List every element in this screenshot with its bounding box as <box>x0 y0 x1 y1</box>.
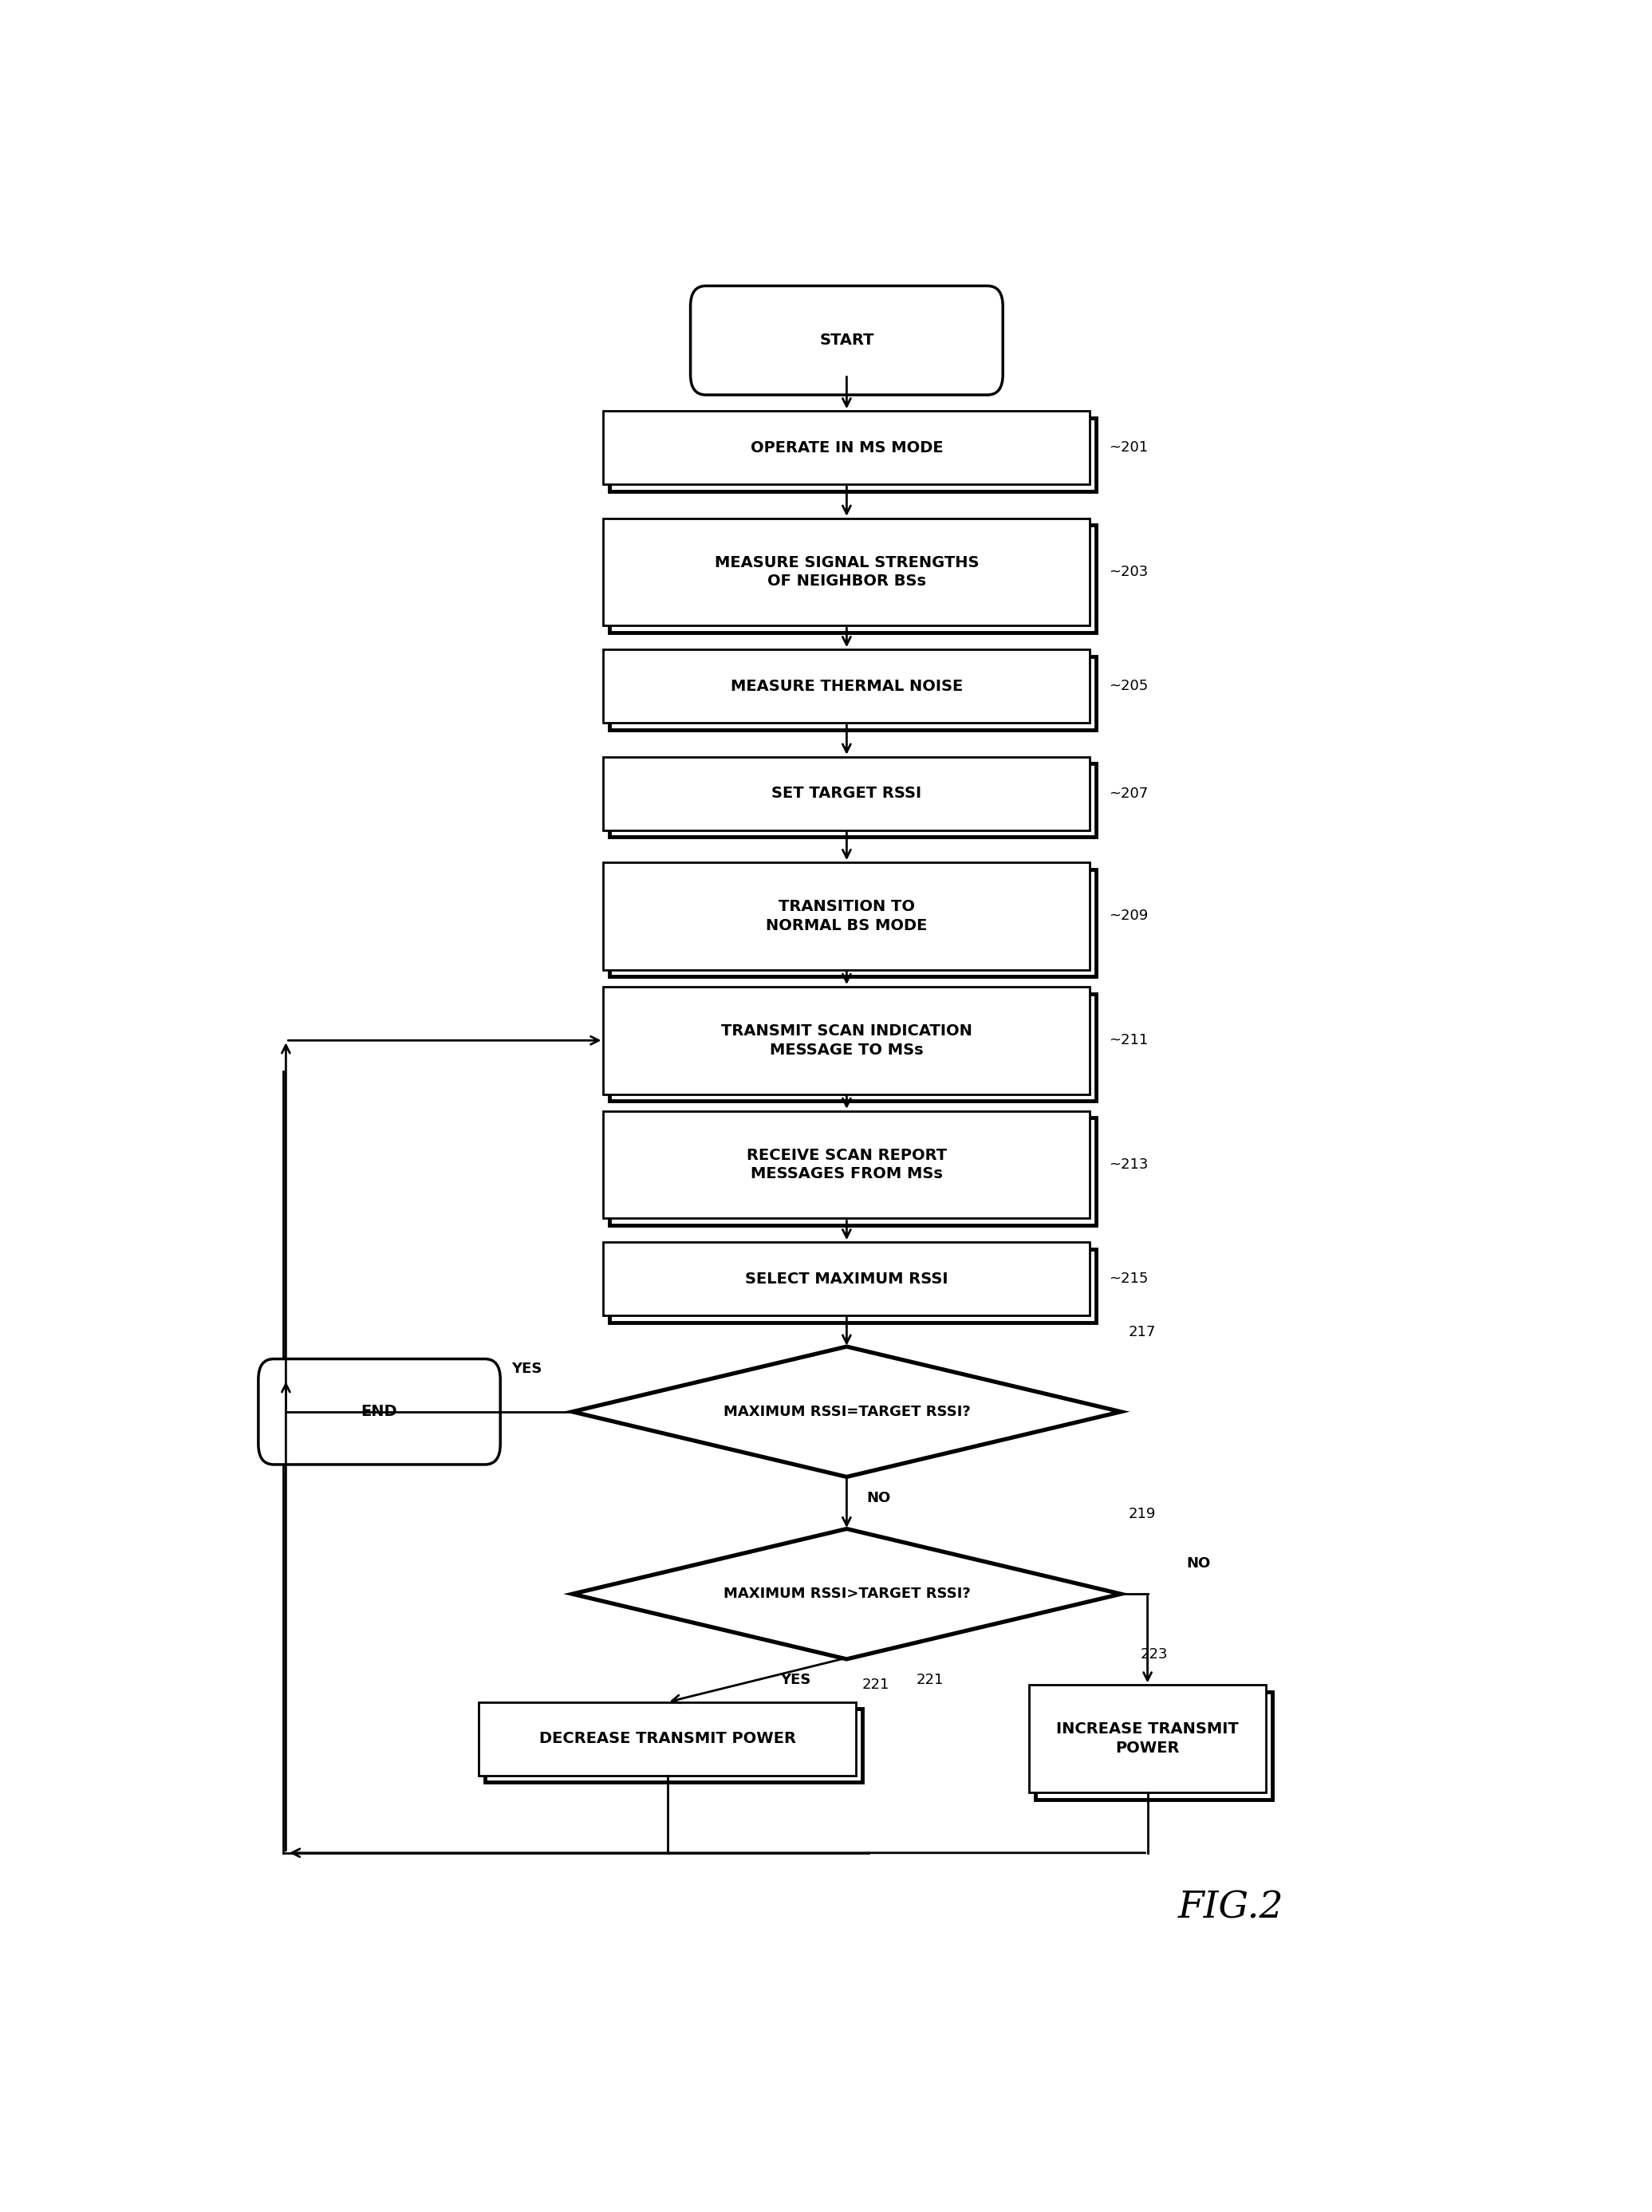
Text: ~203: ~203 <box>1108 564 1148 580</box>
Text: SELECT MAXIMUM RSSI: SELECT MAXIMUM RSSI <box>745 1272 948 1287</box>
Text: SET TARGET RSSI: SET TARGET RSSI <box>771 785 922 801</box>
Bar <box>603 411 1090 484</box>
Bar <box>610 993 1097 1102</box>
Bar <box>603 1243 1090 1316</box>
Bar <box>486 1710 862 1783</box>
Text: 223: 223 <box>1140 1648 1168 1661</box>
Bar <box>1036 1692 1272 1798</box>
Text: NO: NO <box>867 1491 890 1504</box>
Bar <box>610 657 1097 730</box>
Text: YES: YES <box>510 1363 542 1376</box>
Text: START: START <box>819 332 874 347</box>
Text: MAXIMUM RSSI>TARGET RSSI?: MAXIMUM RSSI>TARGET RSSI? <box>724 1586 970 1601</box>
Text: 221: 221 <box>917 1672 943 1688</box>
Text: MEASURE SIGNAL STRENGTHS
OF NEIGHBOR BSs: MEASURE SIGNAL STRENGTHS OF NEIGHBOR BSs <box>714 555 980 588</box>
Text: NO: NO <box>1186 1555 1211 1571</box>
Text: ~201: ~201 <box>1108 440 1148 456</box>
Bar <box>610 418 1097 491</box>
Bar <box>610 869 1097 975</box>
Text: MEASURE THERMAL NOISE: MEASURE THERMAL NOISE <box>730 679 963 695</box>
Text: MAXIMUM RSSI=TARGET RSSI?: MAXIMUM RSSI=TARGET RSSI? <box>724 1405 970 1418</box>
Text: 217: 217 <box>1128 1325 1156 1338</box>
Text: ~207: ~207 <box>1108 785 1148 801</box>
Bar <box>610 1117 1097 1225</box>
Text: ~211: ~211 <box>1108 1033 1148 1048</box>
Bar <box>610 1250 1097 1323</box>
Polygon shape <box>578 1347 1115 1475</box>
Text: 219: 219 <box>1128 1506 1156 1522</box>
Text: ~213: ~213 <box>1108 1157 1148 1172</box>
FancyBboxPatch shape <box>691 285 1003 396</box>
Bar <box>603 863 1090 969</box>
Text: RECEIVE SCAN REPORT
MESSAGES FROM MSs: RECEIVE SCAN REPORT MESSAGES FROM MSs <box>747 1148 947 1181</box>
Text: INCREASE TRANSMIT
POWER: INCREASE TRANSMIT POWER <box>1056 1721 1239 1756</box>
Text: END: END <box>362 1405 398 1420</box>
Bar <box>1029 1686 1265 1792</box>
Bar <box>603 987 1090 1095</box>
Text: YES: YES <box>780 1672 811 1688</box>
Bar <box>610 763 1097 836</box>
Bar <box>603 650 1090 723</box>
Polygon shape <box>578 1347 1115 1475</box>
Bar <box>479 1701 856 1776</box>
Bar <box>603 518 1090 626</box>
Polygon shape <box>578 1531 1115 1657</box>
Text: FIG.2: FIG.2 <box>1178 1889 1284 1927</box>
Text: TRANSITION TO
NORMAL BS MODE: TRANSITION TO NORMAL BS MODE <box>767 898 927 933</box>
FancyBboxPatch shape <box>258 1358 501 1464</box>
Bar <box>603 1110 1090 1219</box>
Bar <box>603 757 1090 830</box>
Text: ~205: ~205 <box>1108 679 1148 692</box>
Text: ~209: ~209 <box>1108 909 1148 922</box>
Text: ~215: ~215 <box>1108 1272 1148 1285</box>
Polygon shape <box>578 1531 1115 1657</box>
Text: TRANSMIT SCAN INDICATION
MESSAGE TO MSs: TRANSMIT SCAN INDICATION MESSAGE TO MSs <box>720 1024 973 1057</box>
Bar <box>610 524 1097 633</box>
Text: 221: 221 <box>862 1679 889 1692</box>
Text: OPERATE IN MS MODE: OPERATE IN MS MODE <box>750 440 943 456</box>
Text: DECREASE TRANSMIT POWER: DECREASE TRANSMIT POWER <box>539 1732 796 1745</box>
